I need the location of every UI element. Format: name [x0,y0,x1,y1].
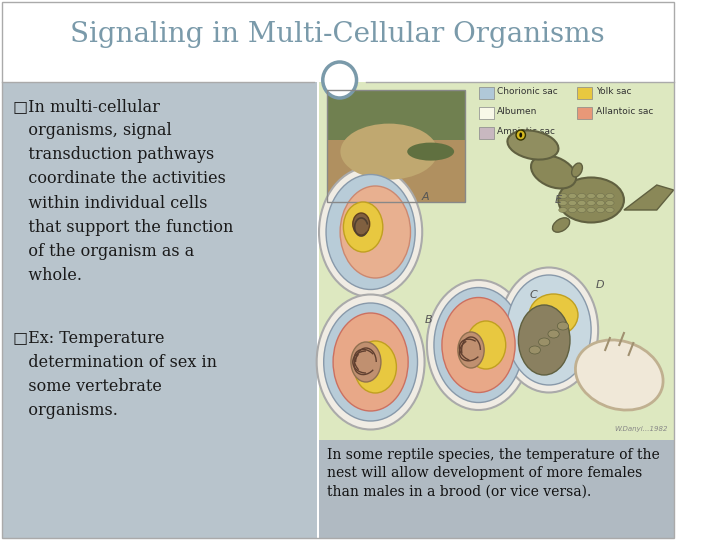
Text: Allantoic sac: Allantoic sac [595,107,653,117]
Bar [326,90,465,140]
Ellipse shape [596,207,605,213]
Ellipse shape [442,298,515,393]
Ellipse shape [558,178,624,222]
Ellipse shape [354,341,397,393]
Ellipse shape [568,193,577,199]
Bar [479,107,493,119]
Ellipse shape [596,200,605,206]
Ellipse shape [531,156,576,188]
Ellipse shape [568,207,577,213]
Ellipse shape [518,305,570,375]
Ellipse shape [500,267,598,393]
Ellipse shape [572,163,582,177]
Bar [319,440,674,538]
Ellipse shape [587,207,595,213]
Text: Amniotic sac: Amniotic sac [498,127,555,137]
Text: Yolk sac: Yolk sac [595,87,631,97]
Ellipse shape [317,294,425,429]
Ellipse shape [333,313,408,411]
Ellipse shape [606,200,614,206]
Ellipse shape [559,207,567,213]
Ellipse shape [552,218,570,232]
Bar [326,140,465,202]
Text: In some reptile species, the temperature of the
nest will allow development of m: In some reptile species, the temperature… [326,448,660,499]
Bar [326,90,465,202]
Ellipse shape [606,207,614,213]
Text: B: B [425,315,433,325]
Ellipse shape [343,202,383,252]
Ellipse shape [427,280,530,410]
Ellipse shape [341,124,438,180]
Ellipse shape [568,200,577,206]
Bar [577,107,592,119]
Text: Signaling in Multi-Cellular Organisms: Signaling in Multi-Cellular Organisms [71,22,605,49]
Ellipse shape [557,322,569,330]
Bar [479,127,493,139]
Ellipse shape [559,193,567,199]
Ellipse shape [596,193,605,199]
Bar [479,87,493,99]
Text: C: C [529,290,537,300]
Bar [577,87,592,99]
Ellipse shape [408,143,454,160]
Ellipse shape [548,330,559,338]
Ellipse shape [587,200,595,206]
Ellipse shape [458,332,484,368]
Ellipse shape [340,186,410,278]
Ellipse shape [577,200,586,206]
Ellipse shape [577,207,586,213]
Bar [2,82,317,538]
Ellipse shape [559,200,567,206]
Text: □Ex: Temperature
   determination of sex in
   some vertebrate
   organisms.: □Ex: Temperature determination of sex in… [13,330,217,420]
PathPatch shape [624,185,674,210]
Ellipse shape [519,132,522,138]
Ellipse shape [467,321,505,369]
Text: D: D [596,280,605,290]
Ellipse shape [326,174,415,289]
Ellipse shape [575,340,663,410]
Ellipse shape [507,275,591,385]
Ellipse shape [351,342,381,382]
Bar [319,82,674,440]
Ellipse shape [539,338,550,346]
Ellipse shape [434,287,523,402]
Ellipse shape [587,193,595,199]
Text: W.Danyi...1982: W.Danyi...1982 [615,426,668,432]
Ellipse shape [353,213,369,235]
Ellipse shape [577,193,586,199]
Circle shape [516,130,526,140]
Ellipse shape [529,346,541,354]
Text: Chorionic sac: Chorionic sac [498,87,558,97]
Ellipse shape [508,130,559,160]
Text: Albumen: Albumen [498,107,538,117]
Text: A: A [421,192,429,202]
Ellipse shape [324,303,418,421]
Ellipse shape [319,167,422,297]
Bar [326,90,465,202]
Ellipse shape [606,193,614,199]
Ellipse shape [529,294,578,336]
Text: E: E [555,195,562,205]
Circle shape [323,62,356,98]
Text: □In multi-cellular
   organisms, signal
   transduction pathways
   coordinate t: □In multi-cellular organisms, signal tra… [13,98,233,284]
